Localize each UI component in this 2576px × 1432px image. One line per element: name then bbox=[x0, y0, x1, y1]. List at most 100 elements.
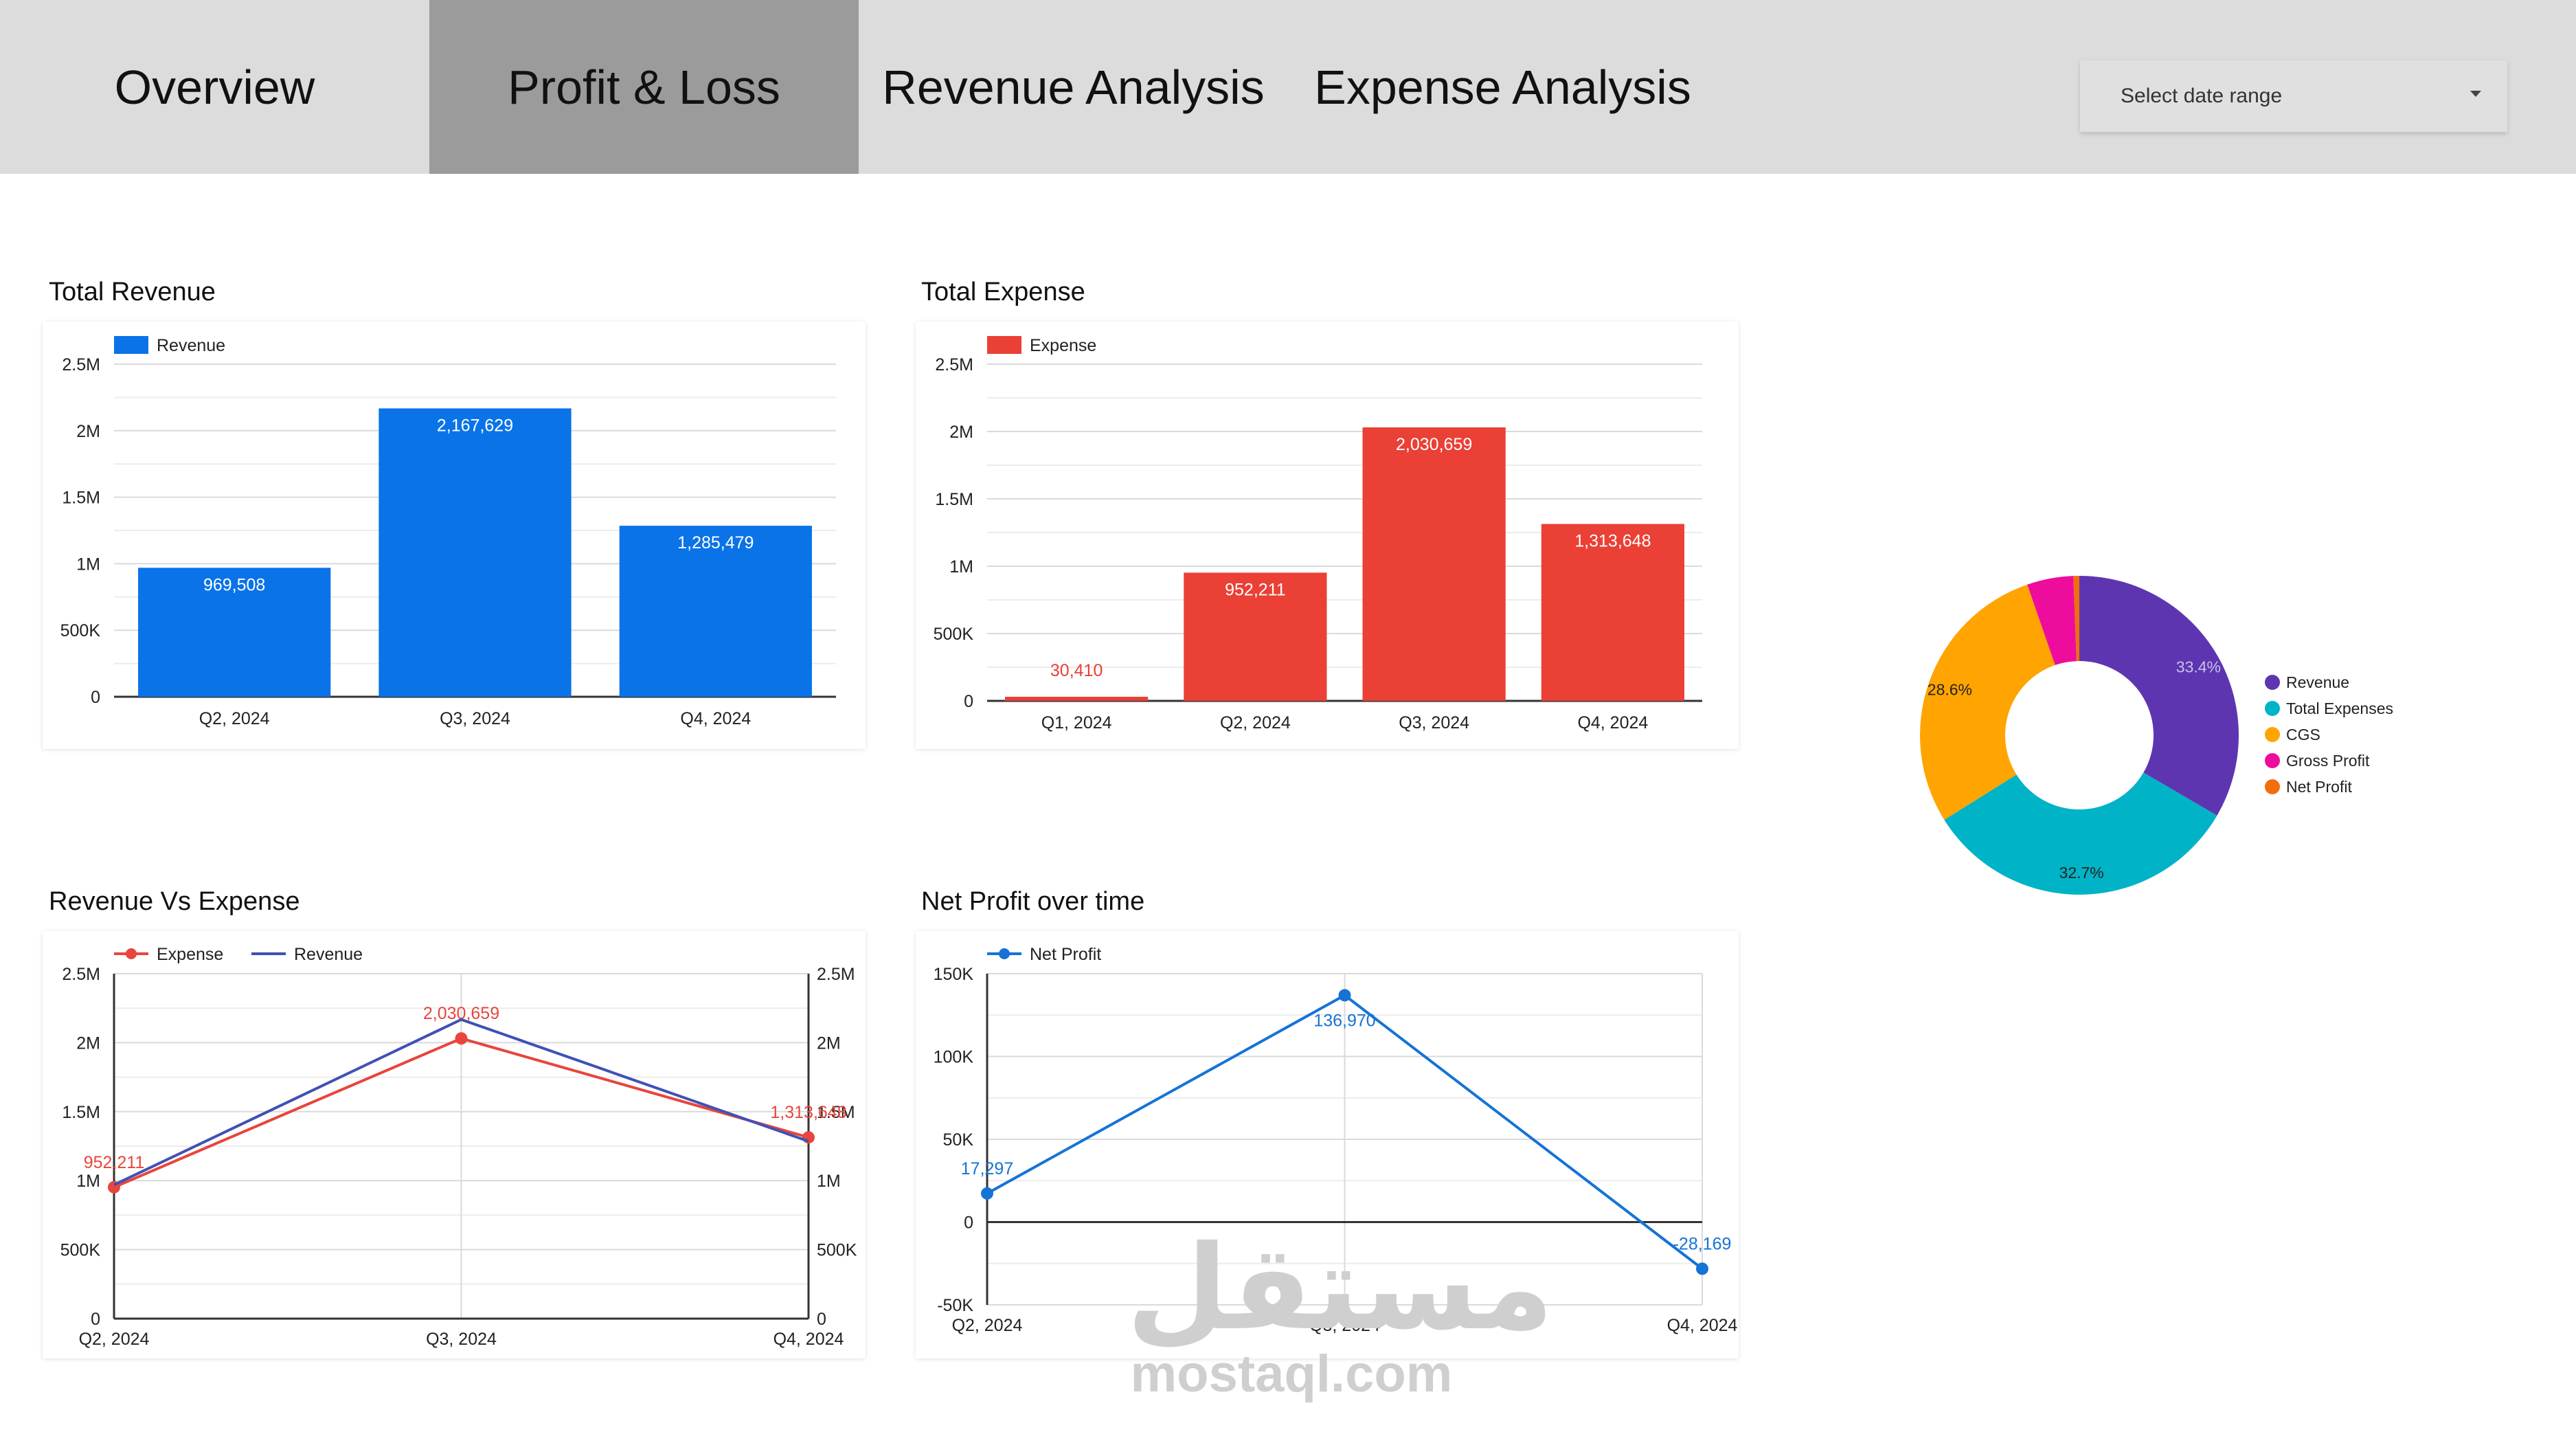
y-tick-label: 2.5M bbox=[62, 355, 100, 374]
x-tick-label: Q3, 2024 bbox=[1399, 713, 1469, 732]
legend-marker bbox=[2265, 701, 2280, 716]
x-tick-label: Q2, 2024 bbox=[199, 709, 270, 728]
tab-revenue-analysis[interactable]: Revenue Analysis bbox=[882, 60, 1265, 114]
y-tick-label: 500K bbox=[60, 1241, 101, 1260]
x-tick-label: Q3, 2024 bbox=[426, 1330, 497, 1349]
y-tick-label: -50K bbox=[937, 1296, 973, 1315]
tab-profit-and-loss[interactable]: Profit & Loss bbox=[429, 0, 859, 174]
bar bbox=[1362, 427, 1506, 701]
x-tick-label: Q2, 2024 bbox=[1220, 713, 1291, 732]
date-range-placeholder: Select date range bbox=[2121, 85, 2283, 107]
y-tick-label-right: 0 bbox=[817, 1310, 826, 1329]
y-tick-label-right: 500K bbox=[817, 1241, 857, 1260]
x-tick-label: Q1, 2024 bbox=[1041, 713, 1112, 732]
data-point bbox=[1338, 989, 1351, 1002]
y-tick-label: 2.5M bbox=[935, 355, 973, 374]
legend-marker bbox=[126, 948, 137, 959]
revenue-vs-expense-title: Revenue Vs Expense bbox=[49, 887, 300, 916]
legend-marker bbox=[2265, 727, 2280, 742]
y-tick-label-right: 2M bbox=[817, 1033, 841, 1053]
legend-marker bbox=[999, 948, 1010, 959]
tab-expense-analysis[interactable]: Expense Analysis bbox=[1314, 60, 1691, 114]
top-nav-bar: Overview Profit & Loss Revenue Analysis … bbox=[0, 0, 2576, 174]
total-revenue-chart: 0 500K 1M 1.5M 2M 2.5M Revenue 969,508 Q2, 2024 2… bbox=[43, 322, 866, 749]
legend-swatch bbox=[987, 336, 1021, 354]
tab-overview[interactable]: Overview bbox=[114, 60, 315, 114]
net-profit-chart: -50K 0 50K 100K 150K Q2, 2024 Q3, 2024 Q4, 2024… bbox=[916, 931, 1739, 1358]
bar bbox=[619, 526, 812, 697]
data-label: 1,313,648 bbox=[1574, 532, 1651, 551]
slice-label: 33.4% bbox=[2176, 658, 2221, 675]
legend-label: Expense bbox=[1030, 336, 1096, 355]
x-tick-label: Q4, 2024 bbox=[1577, 713, 1648, 732]
legend-label: Revenue bbox=[294, 945, 363, 964]
data-point bbox=[1696, 1262, 1708, 1275]
y-tick-label: 2M bbox=[76, 422, 100, 441]
chevron-down-icon bbox=[2470, 91, 2481, 97]
y-tick-label: 0 bbox=[91, 688, 100, 707]
donut-slice bbox=[1944, 772, 2217, 895]
donut-slice bbox=[1920, 584, 2055, 820]
legend-label: Total Expenses bbox=[2286, 700, 2393, 717]
y-tick-label: 100K bbox=[934, 1048, 974, 1067]
data-label: 1,285,479 bbox=[677, 533, 754, 552]
data-label: 136,970 bbox=[1313, 1011, 1375, 1030]
legend-label: Gross Profit bbox=[2286, 752, 2370, 770]
y-tick-label: 2.5M bbox=[62, 965, 100, 984]
y-tick-label: 1M bbox=[76, 555, 100, 574]
data-point bbox=[455, 1032, 468, 1045]
y-tick-label: 1.5M bbox=[62, 489, 100, 508]
y-tick-label: 0 bbox=[964, 1213, 973, 1233]
data-label: -28,169 bbox=[1673, 1234, 1732, 1253]
data-label: 969,508 bbox=[203, 575, 265, 594]
composition-donut-chart: 33.4% 32.7% 28.6% Revenue Total Expenses CGS G… bbox=[1910, 563, 2432, 921]
legend-marker bbox=[2265, 675, 2280, 690]
slice-label: 32.7% bbox=[2059, 864, 2104, 882]
bar bbox=[138, 568, 331, 697]
legend-label: Revenue bbox=[2286, 673, 2349, 691]
data-label: 952,211 bbox=[84, 1153, 145, 1172]
y-tick-label-right: 1M bbox=[817, 1172, 841, 1191]
y-tick-label-right: 2.5M bbox=[817, 965, 855, 984]
data-label: 17,297 bbox=[961, 1159, 1013, 1178]
bar bbox=[1184, 572, 1327, 701]
donut-slice bbox=[2079, 576, 2239, 816]
legend-label: Net Profit bbox=[2286, 778, 2352, 796]
x-tick-label: Q3, 2024 bbox=[1309, 1316, 1380, 1335]
data-label: 30,410 bbox=[1050, 661, 1103, 680]
legend-label: Expense bbox=[157, 945, 223, 964]
revenue-vs-expense-chart: 0 0 500K 500K 1M 1M 1.5M 1.5M 2M 2M 2.5M 2.5M Q2, 20… bbox=[43, 931, 866, 1358]
legend-marker bbox=[2265, 779, 2280, 794]
net-profit-title: Net Profit over time bbox=[921, 887, 1145, 916]
y-tick-label: 1M bbox=[76, 1172, 100, 1191]
y-tick-label: 150K bbox=[934, 965, 974, 984]
data-label: 2,030,659 bbox=[1396, 435, 1472, 454]
donut-slice bbox=[2027, 576, 2077, 665]
total-expense-chart: 0 500K 1M 1.5M 2M 2.5M Expense 30,410 Q1, 2024 95… bbox=[916, 322, 1739, 749]
slice-label: 28.6% bbox=[1928, 680, 1972, 698]
x-tick-label: Q4, 2024 bbox=[680, 709, 751, 728]
y-tick-label: 500K bbox=[60, 621, 101, 640]
donut-slice bbox=[2073, 576, 2079, 662]
x-tick-label: Q4, 2024 bbox=[773, 1330, 844, 1349]
y-tick-label: 0 bbox=[91, 1310, 100, 1329]
data-point bbox=[981, 1187, 993, 1200]
total-revenue-title: Total Revenue bbox=[49, 278, 216, 306]
bar bbox=[1541, 524, 1684, 701]
legend-label: Net Profit bbox=[1030, 945, 1101, 964]
x-tick-label: Q4, 2024 bbox=[1667, 1316, 1738, 1335]
data-label: 952,211 bbox=[1225, 580, 1286, 599]
x-tick-label: Q2, 2024 bbox=[79, 1330, 150, 1349]
legend-label: Revenue bbox=[157, 336, 225, 355]
date-range-picker[interactable]: Select date range bbox=[2080, 60, 2507, 132]
y-tick-label-right: 1.5M bbox=[817, 1103, 855, 1122]
y-tick-label: 50K bbox=[943, 1130, 974, 1150]
data-label: 2,167,629 bbox=[437, 416, 513, 435]
series-line bbox=[113, 1018, 809, 1187]
y-tick-label: 500K bbox=[934, 625, 974, 644]
y-tick-label: 2M bbox=[949, 423, 973, 442]
y-tick-label: 1.5M bbox=[62, 1103, 100, 1122]
x-tick-label: Q2, 2024 bbox=[952, 1316, 1023, 1335]
legend-marker bbox=[2265, 753, 2280, 768]
bar bbox=[379, 408, 572, 697]
